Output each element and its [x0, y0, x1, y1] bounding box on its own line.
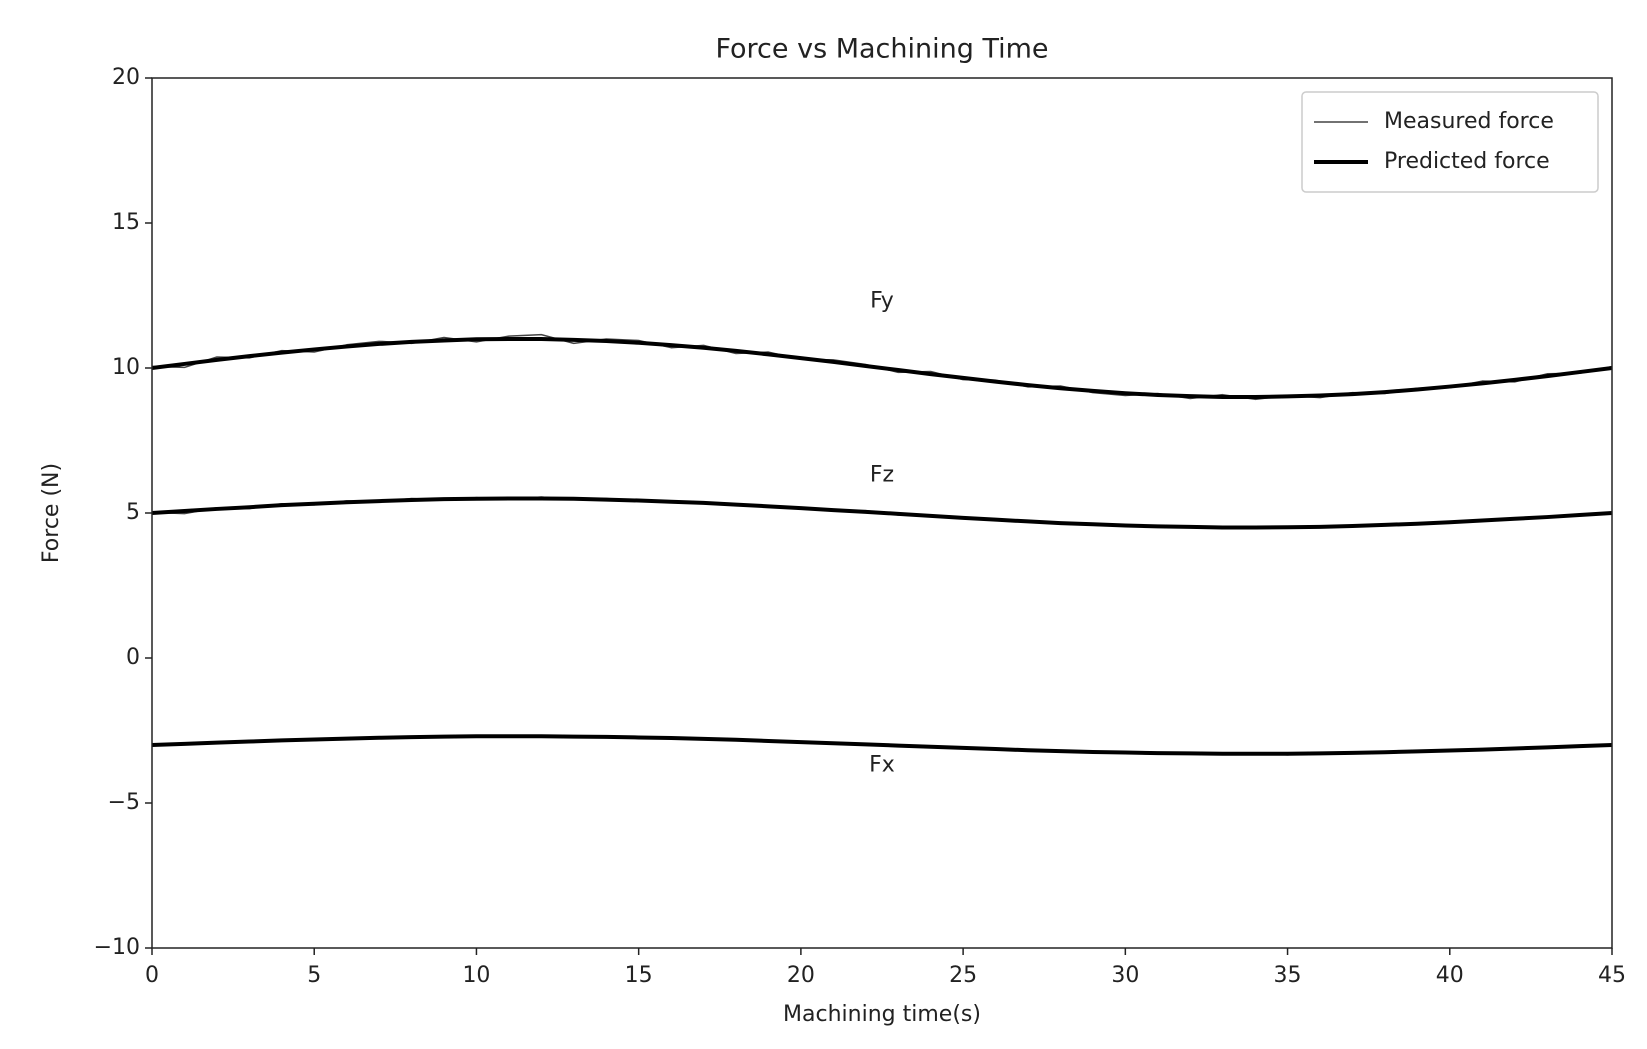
- y-tick-label: −10: [94, 935, 140, 960]
- x-tick-label: 0: [145, 963, 159, 988]
- x-tick-label: 35: [1274, 963, 1302, 988]
- annotation: Fy: [870, 288, 894, 313]
- series-line: [151, 496, 1613, 530]
- plot-frame: [151, 77, 1613, 949]
- x-axis-label: Machining time(s): [783, 1002, 981, 1027]
- x-tick-label: 10: [462, 963, 490, 988]
- annotation: Fx: [869, 752, 895, 777]
- x-tick-label: 20: [787, 963, 815, 988]
- chart-title: Force vs Machining Time: [715, 34, 1048, 65]
- y-tick-label: 20: [112, 65, 140, 90]
- y-tick-label: 5: [126, 500, 140, 525]
- legend-label: Predicted force: [1384, 149, 1550, 174]
- x-tick-label: 45: [1598, 963, 1626, 988]
- x-tick-label: 15: [625, 963, 653, 988]
- x-tick-label: 40: [1436, 963, 1464, 988]
- legend-box: [1301, 91, 1599, 193]
- y-tick-label: 10: [112, 355, 140, 380]
- y-tick-label: 15: [112, 210, 140, 235]
- x-tick-label: 30: [1111, 963, 1139, 988]
- y-axis-label: Force (N): [39, 463, 64, 563]
- y-tick-label: 0: [126, 645, 140, 670]
- series-line: [151, 734, 1613, 756]
- x-tick-label: 25: [949, 963, 977, 988]
- y-tick-label: −5: [108, 790, 140, 815]
- x-tick-label: 5: [307, 963, 321, 988]
- series-line: [151, 337, 1613, 399]
- annotation: Fz: [870, 462, 894, 487]
- legend-label: Measured force: [1384, 109, 1554, 134]
